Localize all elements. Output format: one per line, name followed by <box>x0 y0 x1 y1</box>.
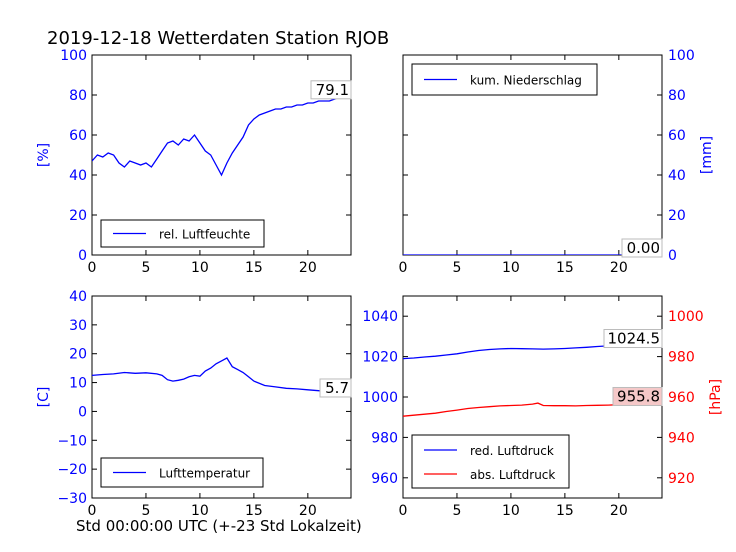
y-right-tick-label: 960 <box>668 390 695 406</box>
series-line <box>92 96 351 177</box>
y-tick-label: 1000 <box>362 390 398 406</box>
y-right-tick-label: 920 <box>668 471 695 487</box>
value-label: 79.1 <box>316 81 349 99</box>
panel-bottom-right: 0 5 10 15 20 960 980 1000 1020 1040 920 940 960 980 10… <box>362 295 724 519</box>
y-tick-label: 0 <box>668 248 677 264</box>
x-tick-label: 5 <box>452 260 461 276</box>
y-right-tick-label: 980 <box>668 350 695 366</box>
y-tick-label: 20 <box>668 208 686 224</box>
value-label-box <box>319 378 352 398</box>
y-right-tick-label: 1000 <box>668 309 704 325</box>
series-line <box>92 357 351 396</box>
y-tick-label: 60 <box>69 128 87 144</box>
x-axis-label: Std 00:00:00 UTC (+-23 Std Lokalzeit) <box>76 517 362 535</box>
y-tick-label: 20 <box>69 208 87 224</box>
x-tick-label: 15 <box>556 503 574 519</box>
legend-label: abs. Luftdruck <box>470 468 555 482</box>
x-tick-label: 5 <box>141 260 150 276</box>
value-label-box <box>603 329 663 349</box>
x-tick-label: 0 <box>399 260 408 276</box>
x-tick-label: 10 <box>502 503 520 519</box>
x-tick-label: 0 <box>88 503 97 519</box>
y-tick-label: 40 <box>668 168 686 184</box>
y-tick-label: −30 <box>57 491 87 507</box>
y-axis-label: [C] <box>36 387 52 408</box>
y-tick-label: 10 <box>69 376 87 392</box>
y-tick-label: 20 <box>69 347 87 363</box>
legend-box <box>411 434 570 489</box>
y-tick-label: 80 <box>69 88 87 104</box>
x-tick-label: 10 <box>502 260 520 276</box>
legend-label: Lufttemperatur <box>159 467 250 481</box>
y-tick-label: 100 <box>668 48 695 64</box>
y-tick-label: 80 <box>668 88 686 104</box>
x-tick-label: 20 <box>299 503 317 519</box>
y-tick-label: 1040 <box>362 309 398 325</box>
y-tick-label: 980 <box>371 430 398 446</box>
x-tick-label: 15 <box>245 260 263 276</box>
y-tick-label: 40 <box>69 289 87 305</box>
y-axis-label: [mm] <box>699 136 715 174</box>
x-tick-label: 20 <box>610 260 628 276</box>
legend-label: kum. Niederschlag <box>470 74 582 88</box>
y-tick-label: −20 <box>57 462 87 478</box>
x-tick-label: 10 <box>191 260 209 276</box>
value-label: 1024.5 <box>608 330 661 348</box>
panel-bottom-left: 0 5 10 15 20 −30 −20 −10 0 10 20 30 40 [C] 5.7 Lufttemp… <box>36 289 352 519</box>
y-tick-label: 30 <box>69 318 87 334</box>
y-tick-label: 40 <box>69 168 87 184</box>
figure-title: 2019-12-18 Wetterdaten Station RJOB <box>47 28 389 49</box>
x-tick-label: 0 <box>399 503 408 519</box>
value-label: 5.7 <box>325 379 349 397</box>
y-axis-label: [%] <box>36 143 52 167</box>
panel-top-left: 0 5 10 15 20 0 20 40 60 80 100 [%] 79.1 rel. Luftfeuc… <box>36 48 352 276</box>
legend-label: rel. Luftfeuchte <box>159 228 250 242</box>
x-tick-label: 0 <box>88 260 97 276</box>
plot-frame <box>91 54 352 256</box>
panel-top-right: 0 5 10 15 20 0 20 40 60 80 100 [mm] 0.00 kum. Nieders… <box>399 48 715 276</box>
x-tick-label: 5 <box>141 503 150 519</box>
value-label-box <box>612 386 663 406</box>
value-label-box <box>310 80 352 100</box>
value-label: 0.00 <box>627 239 660 257</box>
x-tick-label: 15 <box>556 260 574 276</box>
value-label-box <box>621 238 663 258</box>
y-tick-label: 960 <box>371 471 398 487</box>
y-right-tick-label: 940 <box>668 430 695 446</box>
y-tick-label: 0 <box>78 248 87 264</box>
y-tick-label: 1020 <box>362 350 398 366</box>
x-tick-label: 20 <box>610 503 628 519</box>
y-right-axis-label: [hPa] <box>708 379 724 415</box>
legend-label: red. Luftdruck <box>470 444 554 458</box>
x-tick-label: 5 <box>452 503 461 519</box>
x-tick-label: 20 <box>299 260 317 276</box>
y-tick-label: 0 <box>78 404 87 420</box>
x-tick-label: 15 <box>245 503 263 519</box>
y-tick-label: −10 <box>57 433 87 449</box>
y-tick-label: 60 <box>668 128 686 144</box>
y-tick-label: 100 <box>60 48 87 64</box>
value-label: 955.8 <box>617 387 660 405</box>
x-tick-label: 10 <box>191 503 209 519</box>
